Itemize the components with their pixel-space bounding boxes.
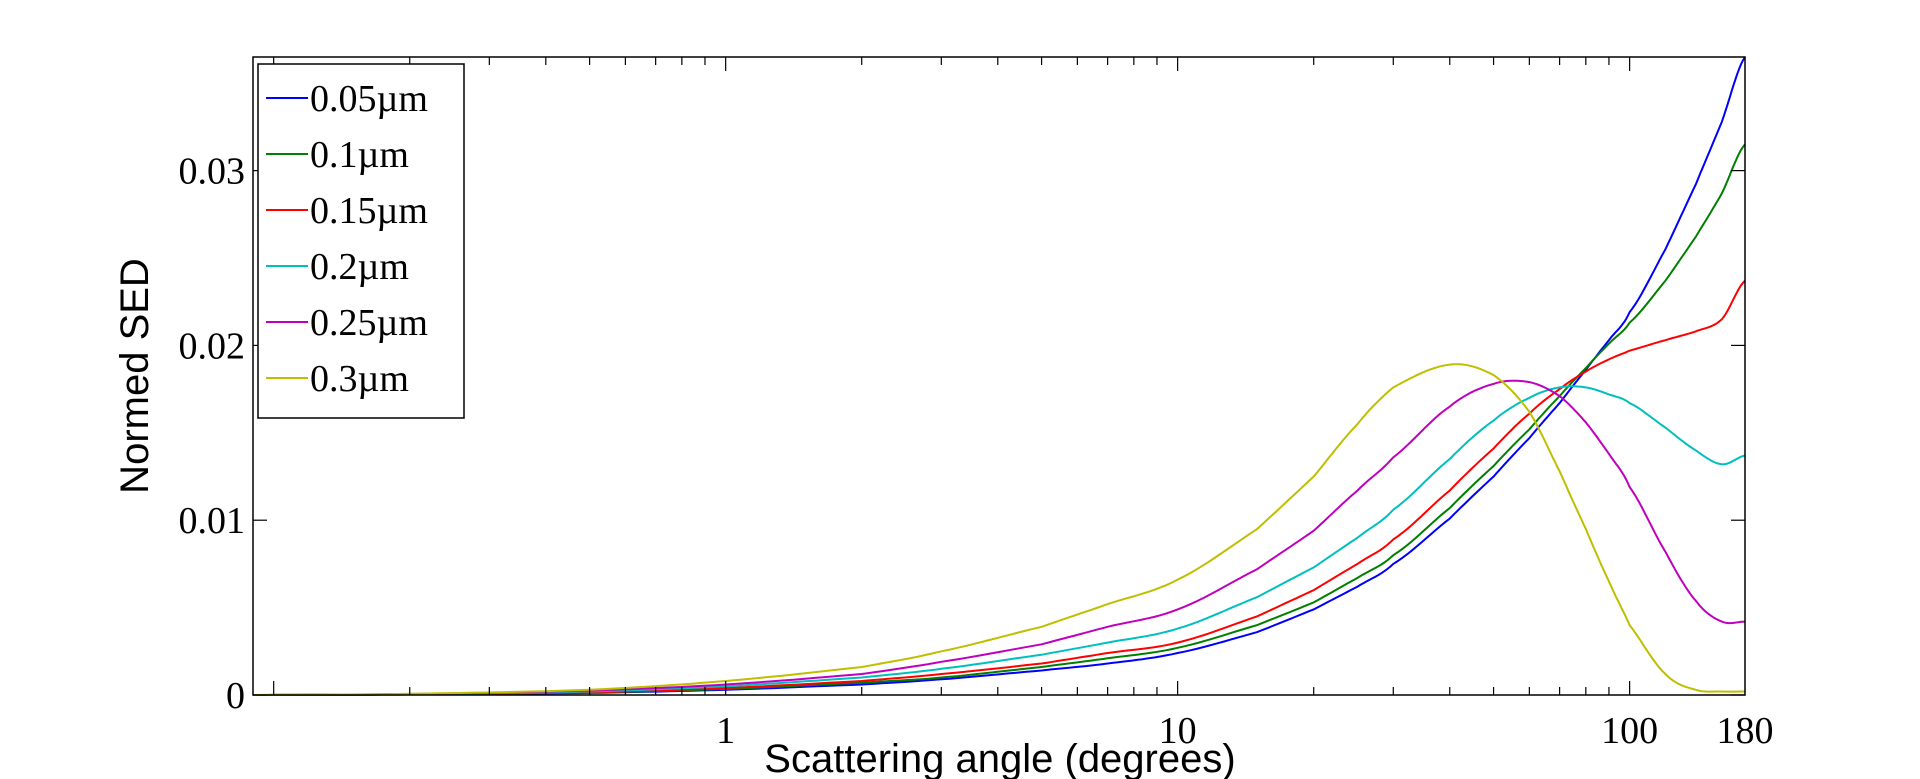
series-line-1 [253,143,1746,696]
x-axis: 1 10 100 180 [273,57,1774,752]
plot-frame [252,56,1746,696]
series-line-0 [253,56,1746,696]
legend-label: 0.2µm [310,246,409,288]
x-tick-label: 1 [716,710,735,752]
y-tick-label: 0 [226,675,245,717]
legend-label: 0.15µm [310,190,428,232]
y-axis: 0 0.01 0.02 0.03 [179,151,1745,717]
series-line-4 [253,379,1746,696]
legend: 0.05µm 0.1µm 0.15µm 0.2µm 0.25µm 0.3µm [257,63,465,419]
y-axis-label: Normed SED [113,258,157,494]
series-line-5 [252,363,1745,696]
legend-label: 0.25µm [310,302,428,344]
x-axis-label: Scattering angle (degrees) [764,737,1235,779]
series-line-3 [253,385,1746,696]
x-tick-label: 180 [1717,710,1774,752]
x-tick-label: 100 [1601,710,1658,752]
x-tick-label: 10 [1159,710,1197,752]
legend-label: 0.3µm [310,358,409,400]
y-tick-label: 0.01 [179,500,246,542]
series-layer [252,56,1746,696]
legend-box [257,63,465,419]
series-line-2 [253,280,1746,696]
legend-label: 0.1µm [310,134,409,176]
y-tick-label: 0.02 [179,325,246,367]
y-tick-label: 0.03 [179,151,246,193]
legend-label: 0.05µm [310,78,428,120]
